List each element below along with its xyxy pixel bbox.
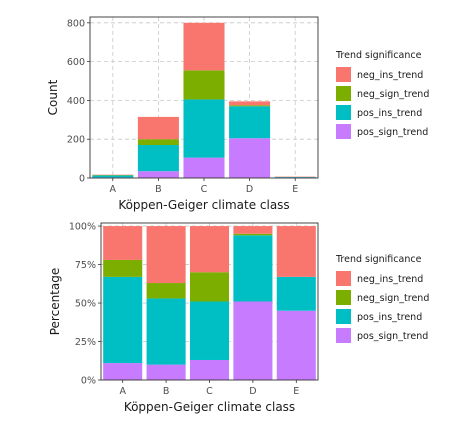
y-tick-label: 50% <box>75 299 96 310</box>
y-tick-label: 25% <box>75 337 96 348</box>
legend-label-pos_sign_trend: pos_sign_trend <box>357 331 428 342</box>
y-axis-title: Count <box>46 79 60 115</box>
bar-C-neg_ins_trend <box>189 226 230 273</box>
legend-label-pos_sign_trend: pos_sign_trend <box>357 127 428 138</box>
bar-A-pos_ins_trend <box>92 175 134 178</box>
bar-B-pos_sign_trend <box>146 364 186 380</box>
x-tick-label: E <box>293 386 299 397</box>
legend-swatch-pos_ins_trend <box>336 309 351 324</box>
x-tick-label: B <box>155 184 162 195</box>
y-tick-label: 800 <box>67 18 85 29</box>
bar-C-neg_sign_trend <box>183 70 225 100</box>
y-tick-label: 200 <box>67 135 85 146</box>
x-tick-label: D <box>246 184 253 195</box>
legend: Trend significance neg_ins_trend neg_sign_… <box>335 254 429 343</box>
legend-label-pos_ins_trend: pos_ins_trend <box>357 108 422 119</box>
y-axis-title: Percentage <box>48 268 62 336</box>
legend-label-neg_ins_trend: neg_ins_trend <box>357 70 423 81</box>
legend-swatch-pos_sign_trend <box>336 124 351 139</box>
y-tick-label: 600 <box>67 57 85 68</box>
bar-E-pos_ins_trend <box>276 276 316 311</box>
bar-D-neg_sign_trend <box>233 233 273 236</box>
y-tick-label: 100% <box>69 222 96 233</box>
y-tick-label: 0 <box>79 174 85 185</box>
bar-A-pos_sign_trend <box>103 363 143 380</box>
x-axis-title: Köppen-Geiger climate class <box>118 198 289 212</box>
bar-A-neg_sign_trend <box>103 259 143 277</box>
y-tick-label: 400 <box>67 96 85 107</box>
bar-B-pos_ins_trend <box>137 145 179 172</box>
bar-D-pos_ins_trend <box>233 235 273 302</box>
bar-A-neg_ins_trend <box>103 226 143 260</box>
bar-B-neg_sign_trend <box>146 283 186 299</box>
bar-D-pos_sign_trend <box>233 301 273 380</box>
bar-C-pos_sign_trend <box>183 157 225 178</box>
legend-swatch-neg_sign_trend <box>336 290 351 305</box>
x-tick-label: D <box>249 386 256 397</box>
legend-title: Trend significance <box>335 254 422 265</box>
bar-E-pos_sign_trend <box>276 310 316 380</box>
bar-D-pos_ins_trend <box>229 106 271 139</box>
bar-A-pos_ins_trend <box>103 276 143 364</box>
legend-swatch-pos_sign_trend <box>336 328 351 343</box>
bar-D-neg_sign_trend <box>229 105 271 107</box>
legend-label-neg_sign_trend: neg_sign_trend <box>357 89 429 100</box>
bar-B-neg_sign_trend <box>137 139 179 146</box>
bar-D-neg_ins_trend <box>233 226 273 234</box>
bar-C-neg_sign_trend <box>189 272 230 302</box>
x-tick-label: B <box>163 386 170 397</box>
legend-title: Trend significance <box>335 50 422 61</box>
bar-B-neg_ins_trend <box>137 116 179 140</box>
bar-D-pos_sign_trend <box>229 138 271 178</box>
bar-E-neg_ins_trend <box>276 226 316 277</box>
bar-C-pos_ins_trend <box>189 301 230 360</box>
x-tick-label: C <box>201 184 208 195</box>
y-tick-label: 0% <box>81 376 96 387</box>
x-tick-label: E <box>292 184 298 195</box>
legend-swatch-neg_ins_trend <box>336 67 351 82</box>
legend-label-pos_ins_trend: pos_ins_trend <box>357 312 422 323</box>
bar-B-pos_ins_trend <box>146 298 186 365</box>
y-tick-label: 75% <box>75 260 96 271</box>
x-tick-label: A <box>119 386 126 397</box>
x-tick-label: C <box>206 386 213 397</box>
legend-swatch-neg_sign_trend <box>336 86 351 101</box>
bar-C-pos_sign_trend <box>189 359 230 380</box>
legend-label-neg_sign_trend: neg_sign_trend <box>357 293 429 304</box>
bar-B-pos_sign_trend <box>137 171 179 178</box>
bar-C-neg_ins_trend <box>183 22 225 71</box>
bar-B-neg_ins_trend <box>146 226 186 284</box>
x-axis-title: Köppen-Geiger climate class <box>124 400 295 414</box>
legend: Trend significance neg_ins_trend neg_sign_… <box>335 50 429 139</box>
bar-D-neg_ins_trend <box>229 101 271 106</box>
legend-swatch-pos_ins_trend <box>336 105 351 120</box>
legend-label-neg_ins_trend: neg_ins_trend <box>357 274 423 285</box>
chart-panel-2: 0% 25% 50% 75% 100% A B C D E Köppen-Geiger climat… <box>48 222 429 414</box>
bar-C-pos_ins_trend <box>183 99 225 158</box>
legend-swatch-neg_ins_trend <box>336 271 351 286</box>
x-tick-label: A <box>110 184 117 195</box>
